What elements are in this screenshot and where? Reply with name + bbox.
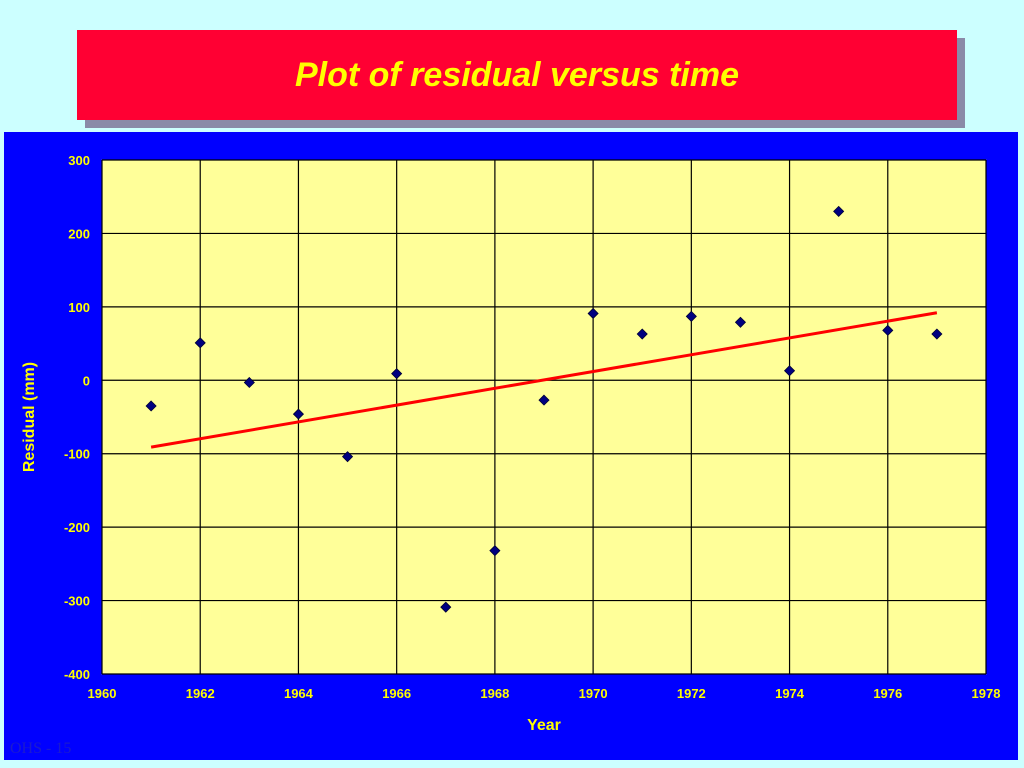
data-point: [931, 328, 943, 340]
data-point: [783, 365, 796, 377]
data-point: [538, 394, 550, 406]
x-tick-label: 1978: [972, 686, 1001, 701]
x-tick-label: 1972: [677, 686, 706, 701]
data-point: [636, 328, 648, 340]
x-tick-label: 1974: [775, 686, 805, 701]
data-point: [391, 368, 403, 380]
data-point: [833, 205, 845, 217]
data-point: [292, 408, 305, 420]
data-point: [440, 601, 452, 613]
footer-label: OHS - 15: [10, 740, 72, 757]
title-banner: Plot of residual versus time: [77, 30, 957, 120]
data-point: [194, 337, 206, 349]
x-tick-label: 1976: [873, 686, 902, 701]
x-tick-label: 1964: [284, 686, 314, 701]
y-tick-label: -100: [64, 447, 90, 462]
x-tick-label: 1970: [579, 686, 608, 701]
data-point: [489, 545, 501, 557]
x-tick-label: 1968: [480, 686, 509, 701]
trend-line: [150, 311, 938, 449]
y-axis-title: Residual (mm): [21, 362, 38, 472]
chart-panel: 1960 1962 1964 1966 1968 1970 1972 1974 1976 1978…: [4, 132, 1018, 760]
y-tick-label: 300: [68, 153, 90, 168]
y-tick-label: 100: [68, 300, 90, 315]
y-tick-label: 200: [68, 226, 90, 241]
data-point: [882, 324, 894, 336]
data-point: [243, 376, 255, 389]
x-tick-label: 1960: [88, 686, 117, 701]
data-point: [341, 451, 354, 463]
residual-scatter-chart: 1960 1962 1964 1966 1968 1970 1972 1974 1976 1978…: [21, 153, 1001, 734]
data-point: [145, 400, 157, 412]
data-point: [734, 316, 747, 328]
data-point: [685, 310, 697, 322]
slide-title: Plot of residual versus time: [294, 55, 740, 94]
x-axis-title: Year: [527, 717, 561, 734]
y-tick-label: -200: [64, 520, 90, 535]
x-tick-label: 1962: [186, 686, 215, 701]
plot-area: [101, 159, 987, 675]
y-tick-label: -400: [64, 667, 90, 682]
data-point: [587, 307, 599, 320]
x-tick-label: 1966: [382, 686, 411, 701]
y-tick-label: 0: [83, 373, 90, 388]
y-tick-label: -300: [64, 594, 90, 609]
